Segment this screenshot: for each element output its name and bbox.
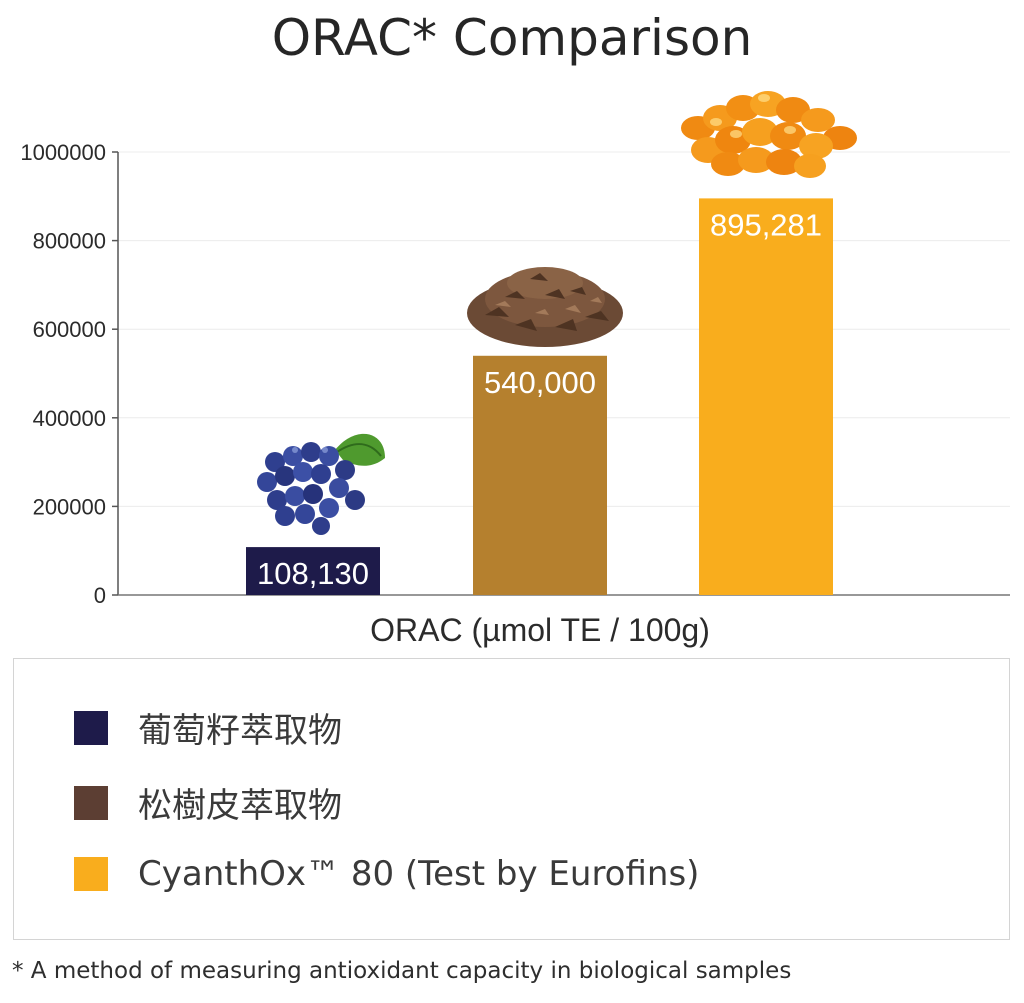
legend-item-pine-bark: 松樹皮萃取物 (74, 778, 342, 827)
y-tick-label: 1000000 (20, 140, 106, 165)
y-tick-label: 200000 (33, 494, 106, 519)
chart-plot: 0 200000 400000 600000 800000 1000000 (20, 91, 1010, 648)
bar (246, 547, 380, 595)
bar (699, 198, 833, 596)
y-tick-label: 600000 (33, 317, 106, 342)
y-tick-label: 800000 (33, 229, 106, 254)
y-tick-label: 400000 (33, 406, 106, 431)
legend-swatch-pine-bark (74, 785, 108, 820)
axes: 0 200000 400000 600000 800000 1000000 (20, 140, 1010, 608)
bar-value-label: 895,281 (710, 207, 822, 242)
illustrations (257, 91, 857, 535)
legend-label-pine-bark: 松樹皮萃取物 (138, 786, 342, 826)
grape-cluster-illustration (257, 433, 385, 535)
legend-swatch-grape-seed (74, 710, 108, 745)
bar (473, 355, 607, 595)
sea-buckthorn-illustration (681, 91, 857, 178)
data-labels: 108,130 540,000 895,281 (257, 207, 822, 591)
bars (246, 198, 833, 596)
pine-bark-illustration (467, 267, 623, 347)
bar-value-label: 108,130 (257, 556, 369, 591)
y-tick-label: 0 (94, 583, 106, 608)
bar-value-label: 540,000 (484, 365, 596, 400)
legend-item-cyanthox: CyanthOx™ 80 (Test by Eurofins) (74, 854, 699, 894)
legend-item-grape-seed: 葡萄籽萃取物 (74, 703, 342, 752)
legend-label-grape-seed: 葡萄籽萃取物 (138, 711, 342, 751)
chart-title: ORAC* Comparison (271, 9, 753, 67)
legend-label-cyanthox: CyanthOx™ 80 (Test by Eurofins) (138, 854, 700, 894)
legend-swatch-cyanthox (74, 857, 108, 891)
x-axis-label: ORAC (µmol TE / 100g) (370, 612, 710, 648)
footnote: * A method of measuring antioxidant capa… (12, 958, 792, 984)
legend: 葡萄籽萃取物 松樹皮萃取物 CyanthOx™ 80 (Test by Euro… (13, 658, 1010, 940)
